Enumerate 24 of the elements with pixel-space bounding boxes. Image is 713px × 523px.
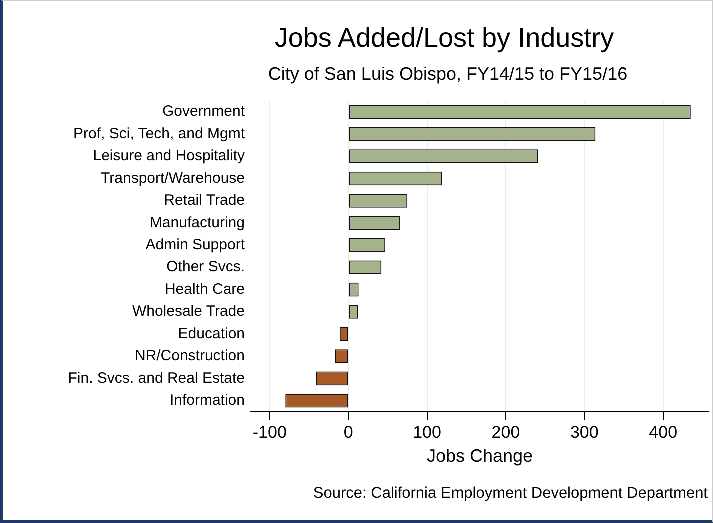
y-tick-label: Government [162, 103, 246, 120]
y-tick-label: Leisure and Hospitality [93, 148, 246, 165]
y-tick-label: NR/Construction [134, 348, 245, 365]
y-tick-label: Fin. Svcs. and Real Estate [68, 370, 245, 387]
chart-subtitle: City of San Luis Obispo, FY14/15 to FY15/16 [267, 64, 629, 85]
y-tick-label: Health Care [164, 280, 245, 298]
y-tick-label: Transport/Warehouse [101, 170, 245, 187]
x-tick-label: 100 [413, 422, 442, 442]
y-tick-label: Information [170, 392, 245, 410]
y-tick-label: Education [178, 325, 245, 342]
x-tick-label: 400 [649, 422, 678, 442]
y-tick-label: Admin Support [146, 236, 246, 254]
x-tick-label: 0 [344, 422, 354, 442]
chart-title: Jobs Added/Lost by Industry [274, 23, 616, 54]
y-tick-label: Prof, Sci, Tech, and Mgmt [74, 125, 246, 142]
y-tick-label: Retail Trade [164, 192, 245, 210]
y-tick-label: Wholesale Trade [132, 303, 245, 320]
x-tick-label: -100 [252, 422, 287, 442]
y-tick-label: Manufacturing [150, 214, 245, 232]
y-tick-label: Other Svcs. [166, 258, 245, 276]
x-axis-title: Jobs Change [426, 446, 534, 466]
x-tick-label: 300 [570, 422, 599, 442]
x-tick-label: 200 [492, 422, 520, 442]
source-note: Source: California Employment Development Department [313, 485, 708, 503]
